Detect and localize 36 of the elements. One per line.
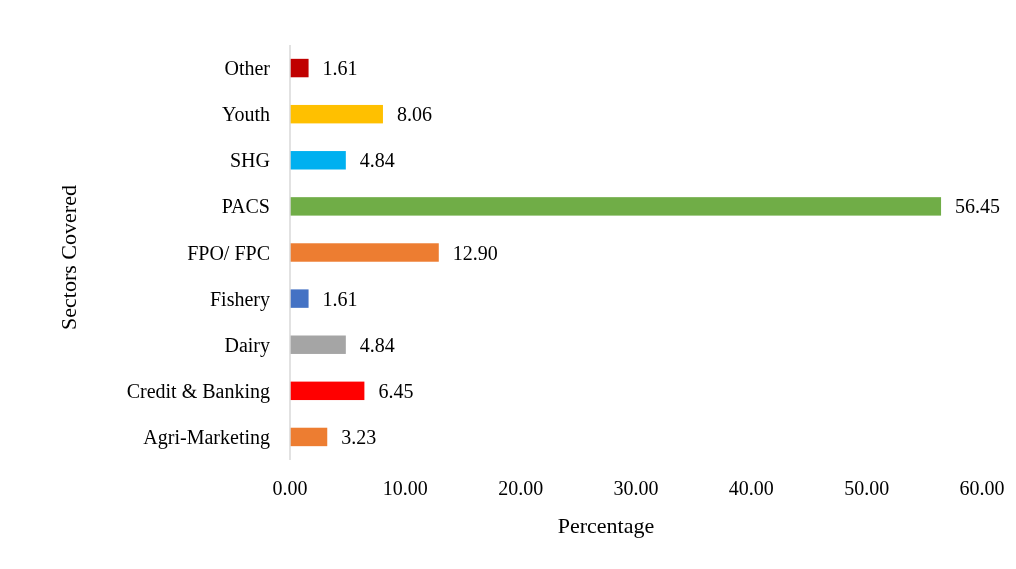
bar	[290, 58, 309, 78]
data-label: 3.23	[341, 425, 377, 448]
data-label: 8.06	[396, 103, 432, 126]
y-axis-title: Sectors Covered	[56, 185, 81, 330]
y-tick-label: Dairy	[224, 333, 270, 357]
y-tick-label: FPO/ FPC	[187, 241, 270, 264]
data-label: 1.61	[322, 57, 358, 80]
data-label: 1.61	[322, 287, 358, 310]
data-label: 12.90	[452, 241, 498, 264]
bar	[290, 289, 309, 308]
data-label: 4.84	[359, 149, 395, 172]
bar	[290, 104, 383, 124]
bar	[290, 197, 942, 216]
x-tick-label: 0.00	[272, 477, 308, 499]
y-tick-label: Credit & Banking	[126, 379, 270, 403]
bar	[290, 151, 346, 170]
data-label: 4.84	[359, 333, 395, 356]
data-label: 6.45	[378, 379, 414, 402]
y-tick-label: Youth	[222, 103, 270, 126]
y-tick-label: Fishery	[210, 287, 270, 311]
x-tick-label: 30.00	[613, 477, 659, 499]
y-tick-label: Agri-Marketing	[143, 425, 270, 449]
bar	[290, 381, 365, 401]
x-tick-label: 60.00	[959, 477, 1005, 499]
x-tick-label: 10.00	[382, 477, 428, 499]
bar	[290, 243, 439, 262]
x-tick-label: 40.00	[728, 477, 774, 499]
bar	[290, 335, 346, 354]
y-tick-label: PACS	[221, 195, 270, 218]
x-tick-label: 50.00	[844, 477, 890, 499]
x-tick-label: 20.00	[498, 477, 544, 499]
data-label: 56.45	[955, 195, 1001, 218]
y-tick-label: SHG	[229, 149, 270, 172]
y-tick-label: Other	[224, 57, 271, 80]
bar	[290, 427, 328, 447]
x-axis-title: Percentage	[557, 513, 655, 538]
